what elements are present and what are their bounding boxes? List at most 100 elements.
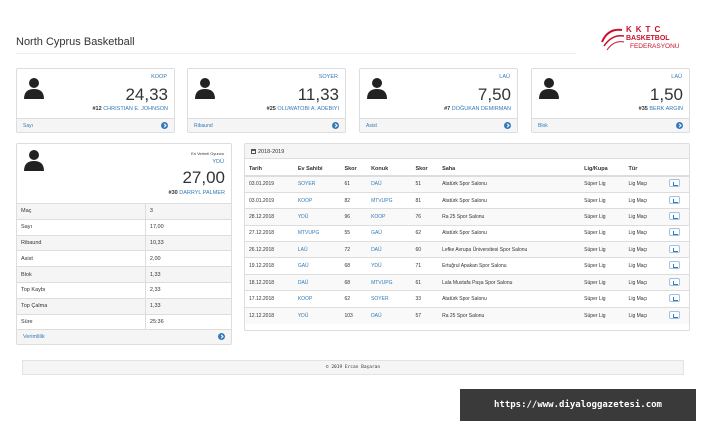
table-cell: 61: [411, 273, 439, 291]
card-footer[interactable]: Asist: [360, 118, 517, 132]
player-number: #7: [444, 106, 451, 112]
player-line[interactable]: #7 DOĞUKAN DEMIRMAN: [444, 106, 511, 112]
team-link[interactable]: LAÜ: [499, 74, 510, 80]
card-footer[interactable]: Ribaund: [188, 118, 345, 132]
stat-value: 11,33: [297, 85, 339, 104]
player-name[interactable]: OLUWATOBI A. ADEBIYI: [277, 106, 339, 112]
table-cell: 03.01.2019: [245, 175, 294, 193]
bar-chart-icon[interactable]: [668, 179, 680, 188]
player-line[interactable]: #35 BERK ARGIN: [639, 106, 683, 112]
table-cell: 12.12.2018: [245, 306, 294, 324]
home-team-link[interactable]: GAÜ: [293, 257, 341, 275]
column-header: Ev Sahibi: [293, 163, 341, 177]
table-cell: Lig Maçı: [624, 224, 665, 242]
column-header: Tür: [624, 163, 665, 177]
footer-label[interactable]: Blok: [538, 123, 548, 129]
table-row: 03.01.2019 SOYER 61 DAÜ 51 Atatürk Spor Salon…: [245, 175, 689, 193]
away-team-link[interactable]: DAÜ: [367, 306, 412, 324]
arrow-circle-right-icon[interactable]: [218, 333, 225, 340]
table-cell: 62: [340, 290, 368, 308]
card-footer[interactable]: Sayı: [17, 118, 174, 132]
action-cell: [664, 224, 689, 242]
team-link[interactable]: YDÜ: [212, 159, 224, 165]
arrow-circle-right-icon[interactable]: [676, 122, 683, 129]
stat-row: Asist 2,00: [17, 250, 231, 267]
table-row: 28.12.2018 YDÜ 96 KOOP 76 Ra 25 Spor Salonu Sü…: [245, 208, 689, 226]
table-cell: Lig Maçı: [624, 191, 665, 209]
stat-value: 17,00: [144, 218, 231, 236]
arrow-circle-right-icon[interactable]: [504, 122, 511, 129]
player-line[interactable]: #12 CHRISTIAN E. JOHNSON: [92, 106, 168, 112]
player-line[interactable]: #30 DARRYL PALMER: [169, 190, 225, 196]
column-header: Tarih: [245, 163, 294, 177]
stat-value: 1,33: [144, 266, 231, 283]
home-team-link[interactable]: SOYER: [293, 175, 341, 193]
footer-label[interactable]: Asist: [366, 123, 377, 129]
card-footer[interactable]: Blok: [532, 118, 689, 132]
away-team-link[interactable]: YDÜ: [367, 257, 412, 275]
table-cell: 61: [340, 175, 368, 193]
table-row: 17.12.2018 KOOP 62 SOYER 33 Atatürk Spor Salo…: [245, 290, 689, 308]
table-row: 12.12.2018 YDÜ 103 DAÜ 57 Ra 25 Spor Salonu Sü…: [245, 306, 689, 324]
footer-label[interactable]: Ribaund: [194, 123, 213, 129]
bar-chart-icon[interactable]: [668, 211, 680, 220]
logo-federasyonu: FEDERASYONU: [630, 43, 680, 50]
home-team-link[interactable]: KOOP: [293, 191, 341, 209]
bar-chart-icon[interactable]: [668, 244, 680, 253]
away-team-link[interactable]: MTVUPG: [367, 273, 412, 291]
table-cell: Süper Lig: [580, 175, 625, 193]
home-team-link[interactable]: LAÜ: [293, 241, 341, 258]
copyright-text: © 2019 Ercan Başaran: [325, 365, 381, 370]
stat-row: Blok 1,33: [17, 266, 231, 283]
player-name[interactable]: DOĞUKAN DEMIRMAN: [451, 106, 511, 112]
user-icon: [24, 150, 44, 171]
table-row: 18.12.2018 DAÜ 68 MTVUPG 61 Lala Mustafa Paşa…: [245, 273, 689, 291]
action-cell: [664, 257, 689, 275]
team-link[interactable]: KOOP: [151, 74, 167, 80]
home-team-link[interactable]: YDÜ: [293, 306, 341, 324]
home-team-link[interactable]: MTVUPG: [293, 224, 341, 242]
away-team-link[interactable]: DAÜ: [367, 241, 412, 258]
stat-value: 3: [144, 203, 231, 220]
team-link[interactable]: LAÜ: [671, 74, 682, 80]
table-cell: Lig Maçı: [624, 273, 665, 291]
home-team-link[interactable]: DAÜ: [293, 273, 341, 291]
arrow-circle-right-icon[interactable]: [161, 122, 168, 129]
bar-chart-icon[interactable]: [668, 261, 680, 270]
home-team-link[interactable]: KOOP: [293, 290, 341, 308]
footer-label[interactable]: Sayı: [23, 123, 34, 129]
table-cell: 71: [411, 257, 439, 275]
table-cell: 55: [340, 224, 368, 242]
player-line[interactable]: #25 OLUWATOBI A. ADEBIYI: [267, 106, 339, 112]
player-name[interactable]: BERK ARGIN: [649, 106, 683, 112]
team-link[interactable]: SOYER: [318, 74, 338, 80]
stat-row: Süre 25:36: [17, 313, 231, 330]
bar-chart-icon[interactable]: [668, 310, 680, 319]
federation-logo[interactable]: KKTC BASKETBOL FEDERASYONU: [596, 22, 696, 56]
footer-label[interactable]: Verimlilik: [23, 334, 45, 340]
player-name[interactable]: CHRISTIAN E. JOHNSON: [103, 106, 168, 112]
table-cell: Atatürk Spor Salonu: [438, 175, 581, 193]
away-team-link[interactable]: SOYER: [367, 290, 412, 308]
arrow-circle-right-icon[interactable]: [332, 122, 339, 129]
away-team-link[interactable]: GAÜ: [367, 224, 412, 242]
player-name[interactable]: DARRYL PALMER: [179, 190, 225, 196]
bar-chart-icon[interactable]: [668, 195, 680, 204]
bar-chart-icon[interactable]: [668, 277, 680, 286]
stat-row: Top Kaybı 2,33: [17, 281, 231, 299]
stat-value: 10,33: [144, 234, 231, 251]
user-icon: [24, 78, 44, 99]
card-footer[interactable]: Verimlilik: [17, 329, 231, 344]
bar-chart-icon[interactable]: [668, 293, 680, 302]
home-team-link[interactable]: YDÜ: [293, 208, 341, 226]
table-cell: 82: [340, 191, 368, 209]
away-team-link[interactable]: KOOP: [367, 208, 412, 226]
stat-value: 24,33: [125, 85, 168, 104]
table-cell: Ra 25 Spor Salonu: [438, 306, 581, 324]
away-team-link[interactable]: MTVUPG: [367, 191, 412, 209]
table-cell: Lig Maçı: [624, 175, 665, 193]
table-cell: Lig Maçı: [624, 241, 665, 258]
away-team-link[interactable]: DAÜ: [367, 175, 412, 193]
bar-chart-icon[interactable]: [668, 228, 680, 237]
stat-card-assists: LAÜ 7,50 #7 DOĞUKAN DEMIRMAN Asist: [359, 68, 518, 133]
